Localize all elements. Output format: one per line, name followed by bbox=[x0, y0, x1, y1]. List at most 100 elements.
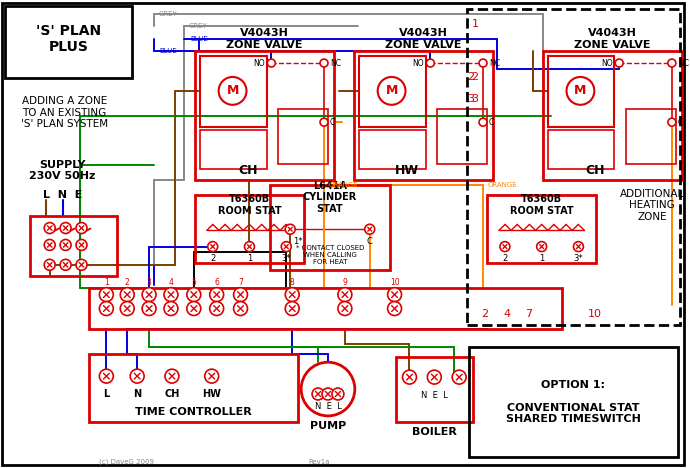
Circle shape bbox=[44, 223, 55, 234]
Circle shape bbox=[479, 59, 487, 67]
Text: 8: 8 bbox=[290, 278, 295, 287]
Bar bbox=[278, 109, 328, 163]
Text: N  E  L: N E L bbox=[421, 390, 448, 400]
Text: * CONTACT CLOSED
WHEN CALLING
FOR HEAT: * CONTACT CLOSED WHEN CALLING FOR HEAT bbox=[296, 245, 364, 264]
Text: 2: 2 bbox=[468, 72, 475, 82]
Bar bbox=[359, 130, 426, 169]
Circle shape bbox=[301, 362, 355, 416]
Circle shape bbox=[142, 288, 156, 301]
Text: 10: 10 bbox=[390, 278, 400, 287]
Text: 3: 3 bbox=[471, 94, 479, 104]
Circle shape bbox=[60, 240, 71, 250]
Circle shape bbox=[76, 240, 87, 250]
Circle shape bbox=[452, 370, 466, 384]
Text: C: C bbox=[367, 237, 373, 246]
Text: V4043H
ZONE VALVE: V4043H ZONE VALVE bbox=[226, 29, 303, 50]
Circle shape bbox=[388, 301, 402, 315]
Text: CH: CH bbox=[586, 164, 605, 177]
Bar bbox=[548, 130, 614, 169]
Text: C: C bbox=[329, 117, 335, 127]
Bar bbox=[90, 288, 562, 329]
Circle shape bbox=[233, 288, 248, 301]
Text: 3*: 3* bbox=[282, 254, 291, 263]
Text: 2: 2 bbox=[125, 278, 130, 287]
Circle shape bbox=[312, 388, 324, 400]
Bar bbox=[200, 56, 266, 127]
Circle shape bbox=[365, 224, 375, 234]
Text: HW: HW bbox=[395, 164, 419, 177]
Circle shape bbox=[99, 301, 113, 315]
Circle shape bbox=[500, 241, 510, 252]
Text: Rev1a: Rev1a bbox=[308, 459, 330, 465]
Circle shape bbox=[76, 223, 87, 234]
Text: 1*: 1* bbox=[293, 237, 303, 246]
Text: NC: NC bbox=[331, 58, 342, 67]
Text: 4: 4 bbox=[168, 278, 173, 287]
Text: 10: 10 bbox=[587, 308, 602, 319]
Circle shape bbox=[282, 241, 291, 252]
Text: CH: CH bbox=[164, 389, 179, 399]
Circle shape bbox=[566, 77, 594, 105]
Circle shape bbox=[44, 240, 55, 250]
Text: V4043H
ZONE VALVE: V4043H ZONE VALVE bbox=[385, 29, 462, 50]
Text: 7: 7 bbox=[525, 308, 532, 319]
Circle shape bbox=[130, 369, 144, 383]
Circle shape bbox=[537, 241, 546, 252]
Text: BLUE: BLUE bbox=[159, 48, 177, 54]
Text: GREY: GREY bbox=[159, 11, 178, 17]
Circle shape bbox=[320, 118, 328, 126]
Circle shape bbox=[285, 301, 299, 315]
Text: NO: NO bbox=[413, 58, 424, 67]
Bar bbox=[195, 51, 334, 180]
Circle shape bbox=[60, 259, 71, 271]
Text: 3: 3 bbox=[147, 278, 152, 287]
Circle shape bbox=[402, 370, 417, 384]
Circle shape bbox=[332, 388, 344, 400]
Circle shape bbox=[44, 259, 55, 271]
Circle shape bbox=[615, 59, 623, 67]
Circle shape bbox=[164, 301, 178, 315]
Circle shape bbox=[388, 288, 402, 301]
Circle shape bbox=[219, 77, 246, 105]
Circle shape bbox=[120, 288, 134, 301]
Bar bbox=[200, 130, 266, 169]
Text: NO: NO bbox=[254, 58, 265, 67]
Bar bbox=[542, 51, 682, 180]
Circle shape bbox=[338, 301, 352, 315]
Circle shape bbox=[210, 288, 224, 301]
Circle shape bbox=[208, 241, 217, 252]
Text: SUPPLY
230V 50Hz: SUPPLY 230V 50Hz bbox=[30, 160, 96, 181]
Text: M: M bbox=[386, 84, 397, 97]
Text: 2: 2 bbox=[210, 254, 215, 263]
Circle shape bbox=[285, 224, 295, 234]
Text: M: M bbox=[226, 84, 239, 97]
Text: 1: 1 bbox=[247, 254, 252, 263]
Text: NO: NO bbox=[602, 58, 613, 67]
Circle shape bbox=[76, 259, 87, 271]
Circle shape bbox=[338, 288, 352, 301]
Bar bbox=[359, 56, 426, 127]
Text: TIME CONTROLLER: TIME CONTROLLER bbox=[135, 407, 252, 417]
Circle shape bbox=[205, 369, 219, 383]
Text: 2: 2 bbox=[502, 254, 508, 263]
Circle shape bbox=[165, 369, 179, 383]
Bar bbox=[5, 7, 132, 78]
Circle shape bbox=[479, 118, 487, 126]
Circle shape bbox=[377, 77, 406, 105]
Bar bbox=[487, 195, 596, 263]
Text: 5: 5 bbox=[191, 278, 196, 287]
Circle shape bbox=[244, 241, 255, 252]
Circle shape bbox=[285, 288, 299, 301]
Bar bbox=[467, 9, 680, 325]
Text: 2: 2 bbox=[471, 72, 479, 82]
Text: ORANGE: ORANGE bbox=[329, 183, 359, 188]
Text: ORANGE: ORANGE bbox=[488, 183, 518, 188]
Text: 1: 1 bbox=[104, 278, 109, 287]
Bar bbox=[30, 216, 117, 276]
Bar bbox=[437, 109, 487, 163]
Text: N  E  L: N E L bbox=[315, 402, 342, 411]
Bar bbox=[548, 56, 614, 127]
Circle shape bbox=[60, 223, 71, 234]
Text: T6360B
ROOM STAT: T6360B ROOM STAT bbox=[510, 194, 573, 216]
Text: HW: HW bbox=[202, 389, 221, 399]
